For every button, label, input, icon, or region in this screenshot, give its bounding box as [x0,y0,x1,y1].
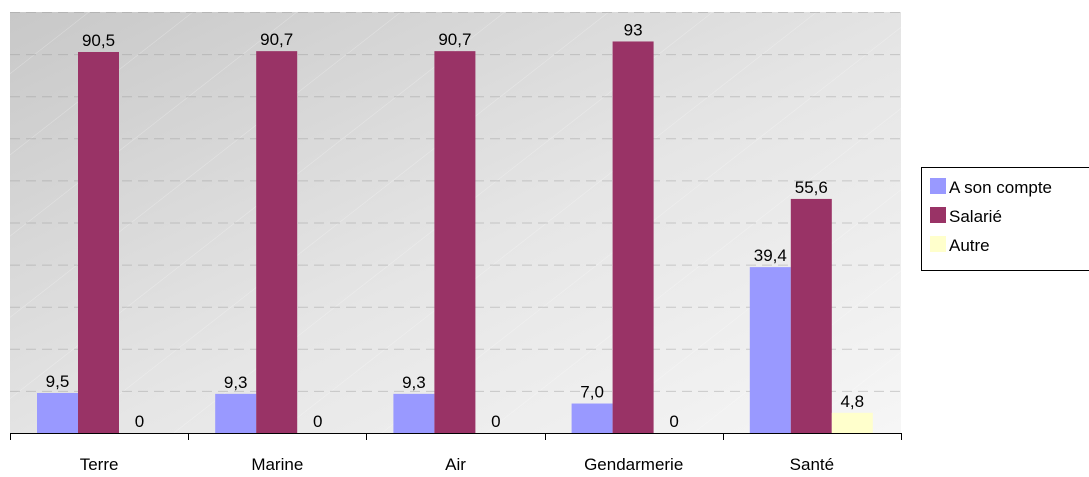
data-label: 55,6 [795,178,828,197]
data-label: 90,7 [260,30,293,49]
bar [750,267,791,433]
data-label: 9,3 [402,373,426,392]
x-tick-label: Santé [790,455,834,472]
x-tick-label: Gendarmerie [584,455,683,472]
x-axis: Terre Marine Air Gendarmerie Santé [10,433,902,472]
x-tick-label: Terre [80,455,119,472]
data-label: 4,8 [840,392,864,411]
legend-swatch [930,207,946,223]
data-label: 39,4 [754,246,787,265]
data-label: 0 [313,412,322,431]
data-label: 0 [135,412,144,431]
bar [434,51,475,433]
bar [791,199,832,433]
legend-label: Salarié [949,207,1002,226]
data-label: 9,5 [46,372,70,391]
bar [832,413,873,433]
data-label: 0 [669,412,678,431]
legend-swatch [930,236,946,252]
x-tick-label: Air [445,455,466,472]
bar [393,394,434,433]
bar [215,394,256,433]
data-label: 9,3 [224,373,248,392]
x-tick-label: Marine [251,455,303,472]
data-label: 93 [624,20,643,39]
legend: A son compte Salarié Autre [922,168,1089,271]
data-label: 90,7 [438,30,471,49]
bar [572,404,613,433]
legend-swatch [930,178,946,194]
data-label: 0 [491,412,500,431]
bar [37,393,78,433]
data-label: 7,0 [580,383,604,402]
data-label: 90,5 [82,31,115,50]
bar [256,51,297,433]
legend-label: A son compte [949,178,1052,197]
bar [78,52,119,433]
bar [613,41,654,433]
legend-label: Autre [949,236,990,255]
